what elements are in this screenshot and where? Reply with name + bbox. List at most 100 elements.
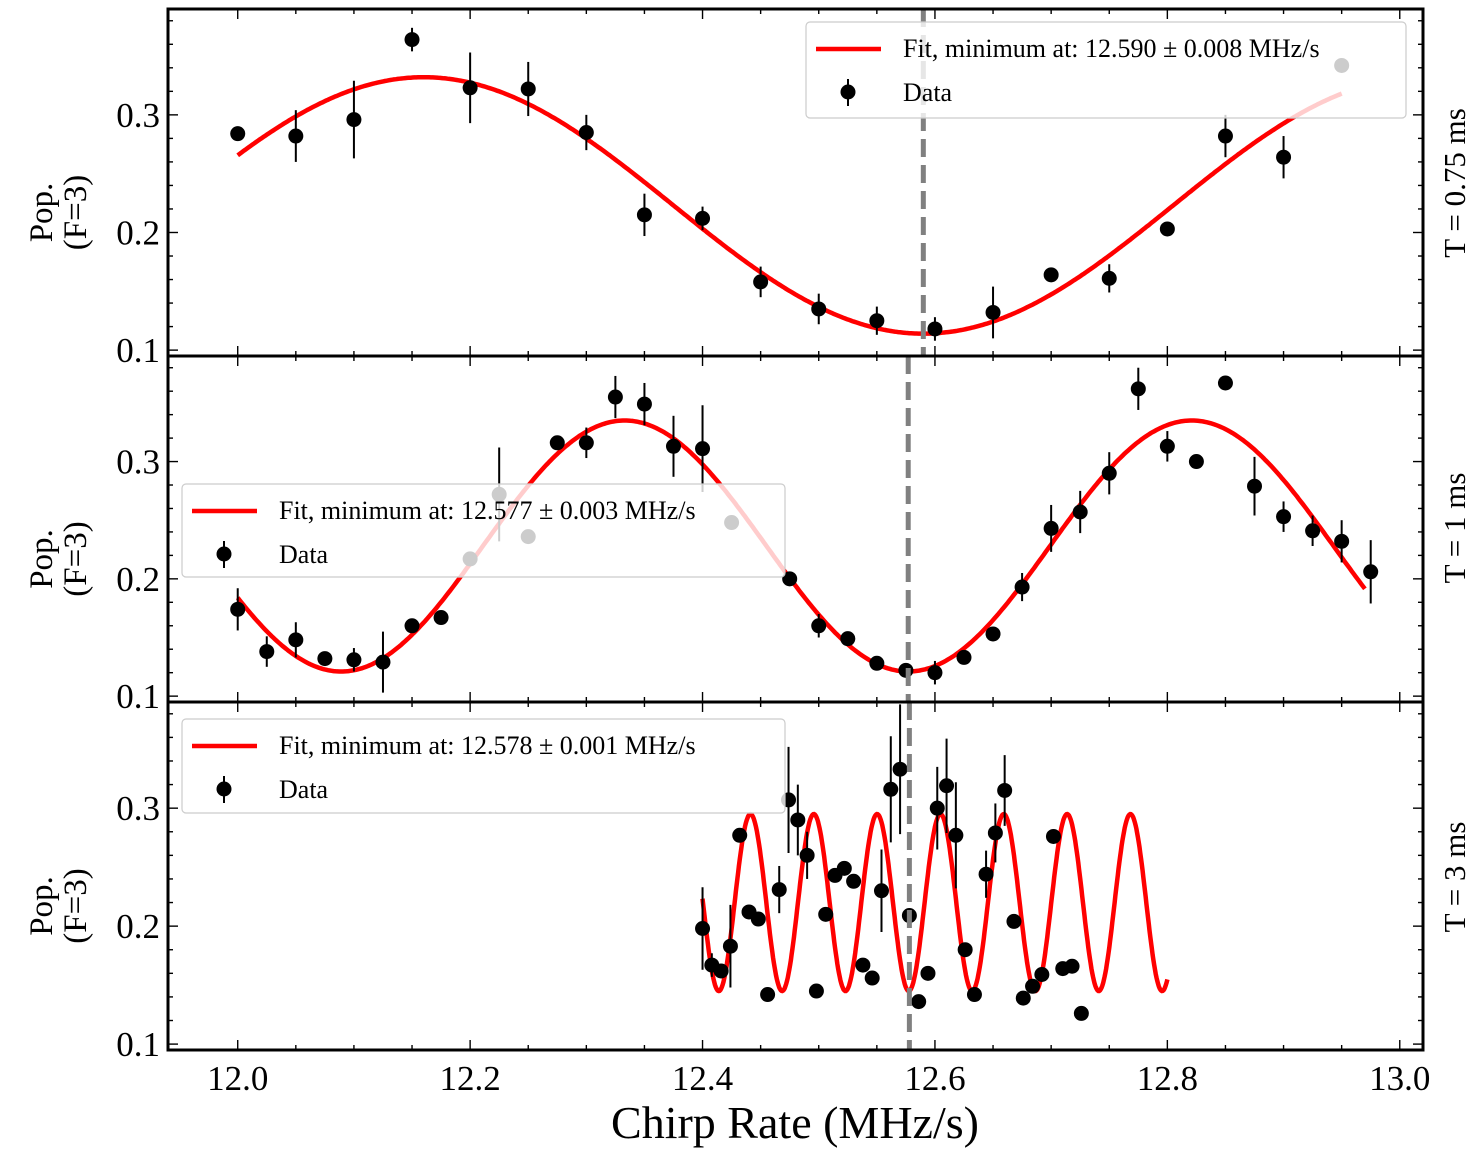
y-tick-label: 0.1 (116, 1025, 160, 1064)
data-point (997, 782, 1013, 798)
data-point (713, 963, 729, 979)
data-point (1334, 533, 1350, 549)
legend-data-marker (216, 546, 232, 562)
y-axis-label: Pop. (24, 529, 60, 589)
data-point (1305, 523, 1321, 539)
x-tick-label: 12.8 (1137, 1059, 1198, 1098)
data-point (869, 655, 885, 671)
panel-label: T = 1 ms (1437, 473, 1472, 584)
data-point (1043, 267, 1059, 283)
data-point (288, 632, 304, 648)
data-point (520, 81, 536, 97)
y-tick-label: 0.1 (116, 331, 160, 370)
y-axis-label: Pop. (24, 876, 60, 936)
data-point (956, 649, 972, 665)
y-tick-label: 0.3 (116, 443, 160, 482)
y-axis-label: (F=3) (58, 175, 94, 250)
x-tick-label: 13.0 (1369, 1059, 1430, 1098)
data-point (927, 321, 943, 337)
legend: Fit, minimum at: 12.590 ± 0.008 MHz/s Dat… (805, 21, 1407, 119)
data-point (433, 610, 449, 626)
legend-data-label: Data (903, 78, 953, 107)
data-point (230, 126, 246, 142)
panel-frame (166, 700, 1425, 1052)
data-point (782, 571, 798, 587)
x-tick-label: 12.4 (672, 1059, 733, 1098)
y-tick-label: 0.1 (116, 677, 160, 716)
data-point (665, 438, 681, 454)
data-point (799, 847, 815, 863)
data-point (1159, 221, 1175, 237)
data-point (1025, 978, 1041, 994)
data-point (753, 274, 769, 290)
data-point (578, 435, 594, 451)
y-tick-label: 0.3 (116, 96, 160, 135)
data-point (855, 957, 871, 973)
data-point (230, 601, 246, 617)
data-point (549, 435, 565, 451)
data-point (1217, 128, 1233, 144)
data-point (966, 987, 982, 1003)
data-point (939, 778, 955, 794)
y-axis-label: (F=3) (58, 868, 94, 943)
data-point (375, 654, 391, 670)
data-point (404, 32, 420, 48)
data-point (1101, 465, 1117, 481)
legend-box (805, 21, 1407, 119)
data-point (1015, 990, 1031, 1006)
data-point (864, 970, 880, 986)
x-axis-label: Chirp Rate (MHz/s) (611, 1097, 979, 1148)
data-point (1072, 504, 1088, 520)
data-point (1217, 375, 1233, 391)
data-point (920, 965, 936, 981)
data-point (840, 631, 856, 647)
data-point (1276, 509, 1292, 525)
data-point (695, 441, 711, 457)
data-point (987, 825, 1003, 841)
data-point (1006, 913, 1022, 929)
data-point (811, 618, 827, 634)
data-point (985, 626, 1001, 642)
data-point (1014, 579, 1030, 595)
x-axis: Chirp Rate (MHz/s) 12.0 12.2 12.4 12.6 12.8 1… (207, 1059, 1430, 1148)
panel-label: T = 0.75 ms (1437, 108, 1472, 258)
data-point (636, 207, 652, 223)
data-point (911, 994, 927, 1010)
y-tick-label: 0.2 (116, 907, 160, 946)
data-point (636, 396, 652, 412)
legend-fit-label: Fit, minimum at: 12.577 ± 0.003 MHz/s (279, 496, 696, 525)
data-point (750, 911, 766, 927)
data-point (1101, 270, 1117, 286)
data-point (578, 125, 594, 141)
legend-fit-label: Fit, minimum at: 12.578 ± 0.001 MHz/s (279, 731, 696, 760)
fit-curve (236, 74, 1343, 336)
legend-data-marker (216, 781, 232, 797)
data-point (346, 652, 362, 668)
y-axis-label: (F=3) (58, 521, 94, 596)
panel-label: T = 3 ms (1437, 822, 1472, 933)
legend: Fit, minimum at: 12.577 ± 0.003 MHz/s Dat… (181, 483, 786, 578)
data-point (1073, 1005, 1089, 1021)
panel-t-1ms: T = 1 ms 0.1 0.2 0.3 Pop.(F=3) Fit, minimum … (24, 354, 1472, 716)
x-tick-label: 12.6 (904, 1059, 965, 1098)
legend-fit-label: Fit, minimum at: 12.590 ± 0.008 MHz/s (903, 34, 1320, 63)
data-point (1045, 828, 1061, 844)
data-point (811, 301, 827, 317)
data-point (985, 304, 1001, 320)
data-point (1034, 967, 1050, 983)
data-point (404, 618, 420, 634)
data-point (948, 827, 964, 843)
data-point (771, 882, 787, 898)
data-point (892, 761, 908, 777)
data-point (957, 942, 973, 958)
legend-box (181, 718, 786, 814)
panel-t-075ms: T = 0.75 ms 0.1 0.2 0.3 Pop.(F=3) Fit, minim… (24, 7, 1472, 370)
y-tick-label: 0.3 (116, 789, 160, 828)
fit-curve (700, 811, 1170, 994)
legend-data-marker (840, 84, 856, 100)
legend-box (181, 483, 786, 578)
data-point (869, 313, 885, 329)
data-point (1159, 438, 1175, 454)
data-point (695, 210, 711, 226)
data-point (288, 128, 304, 144)
